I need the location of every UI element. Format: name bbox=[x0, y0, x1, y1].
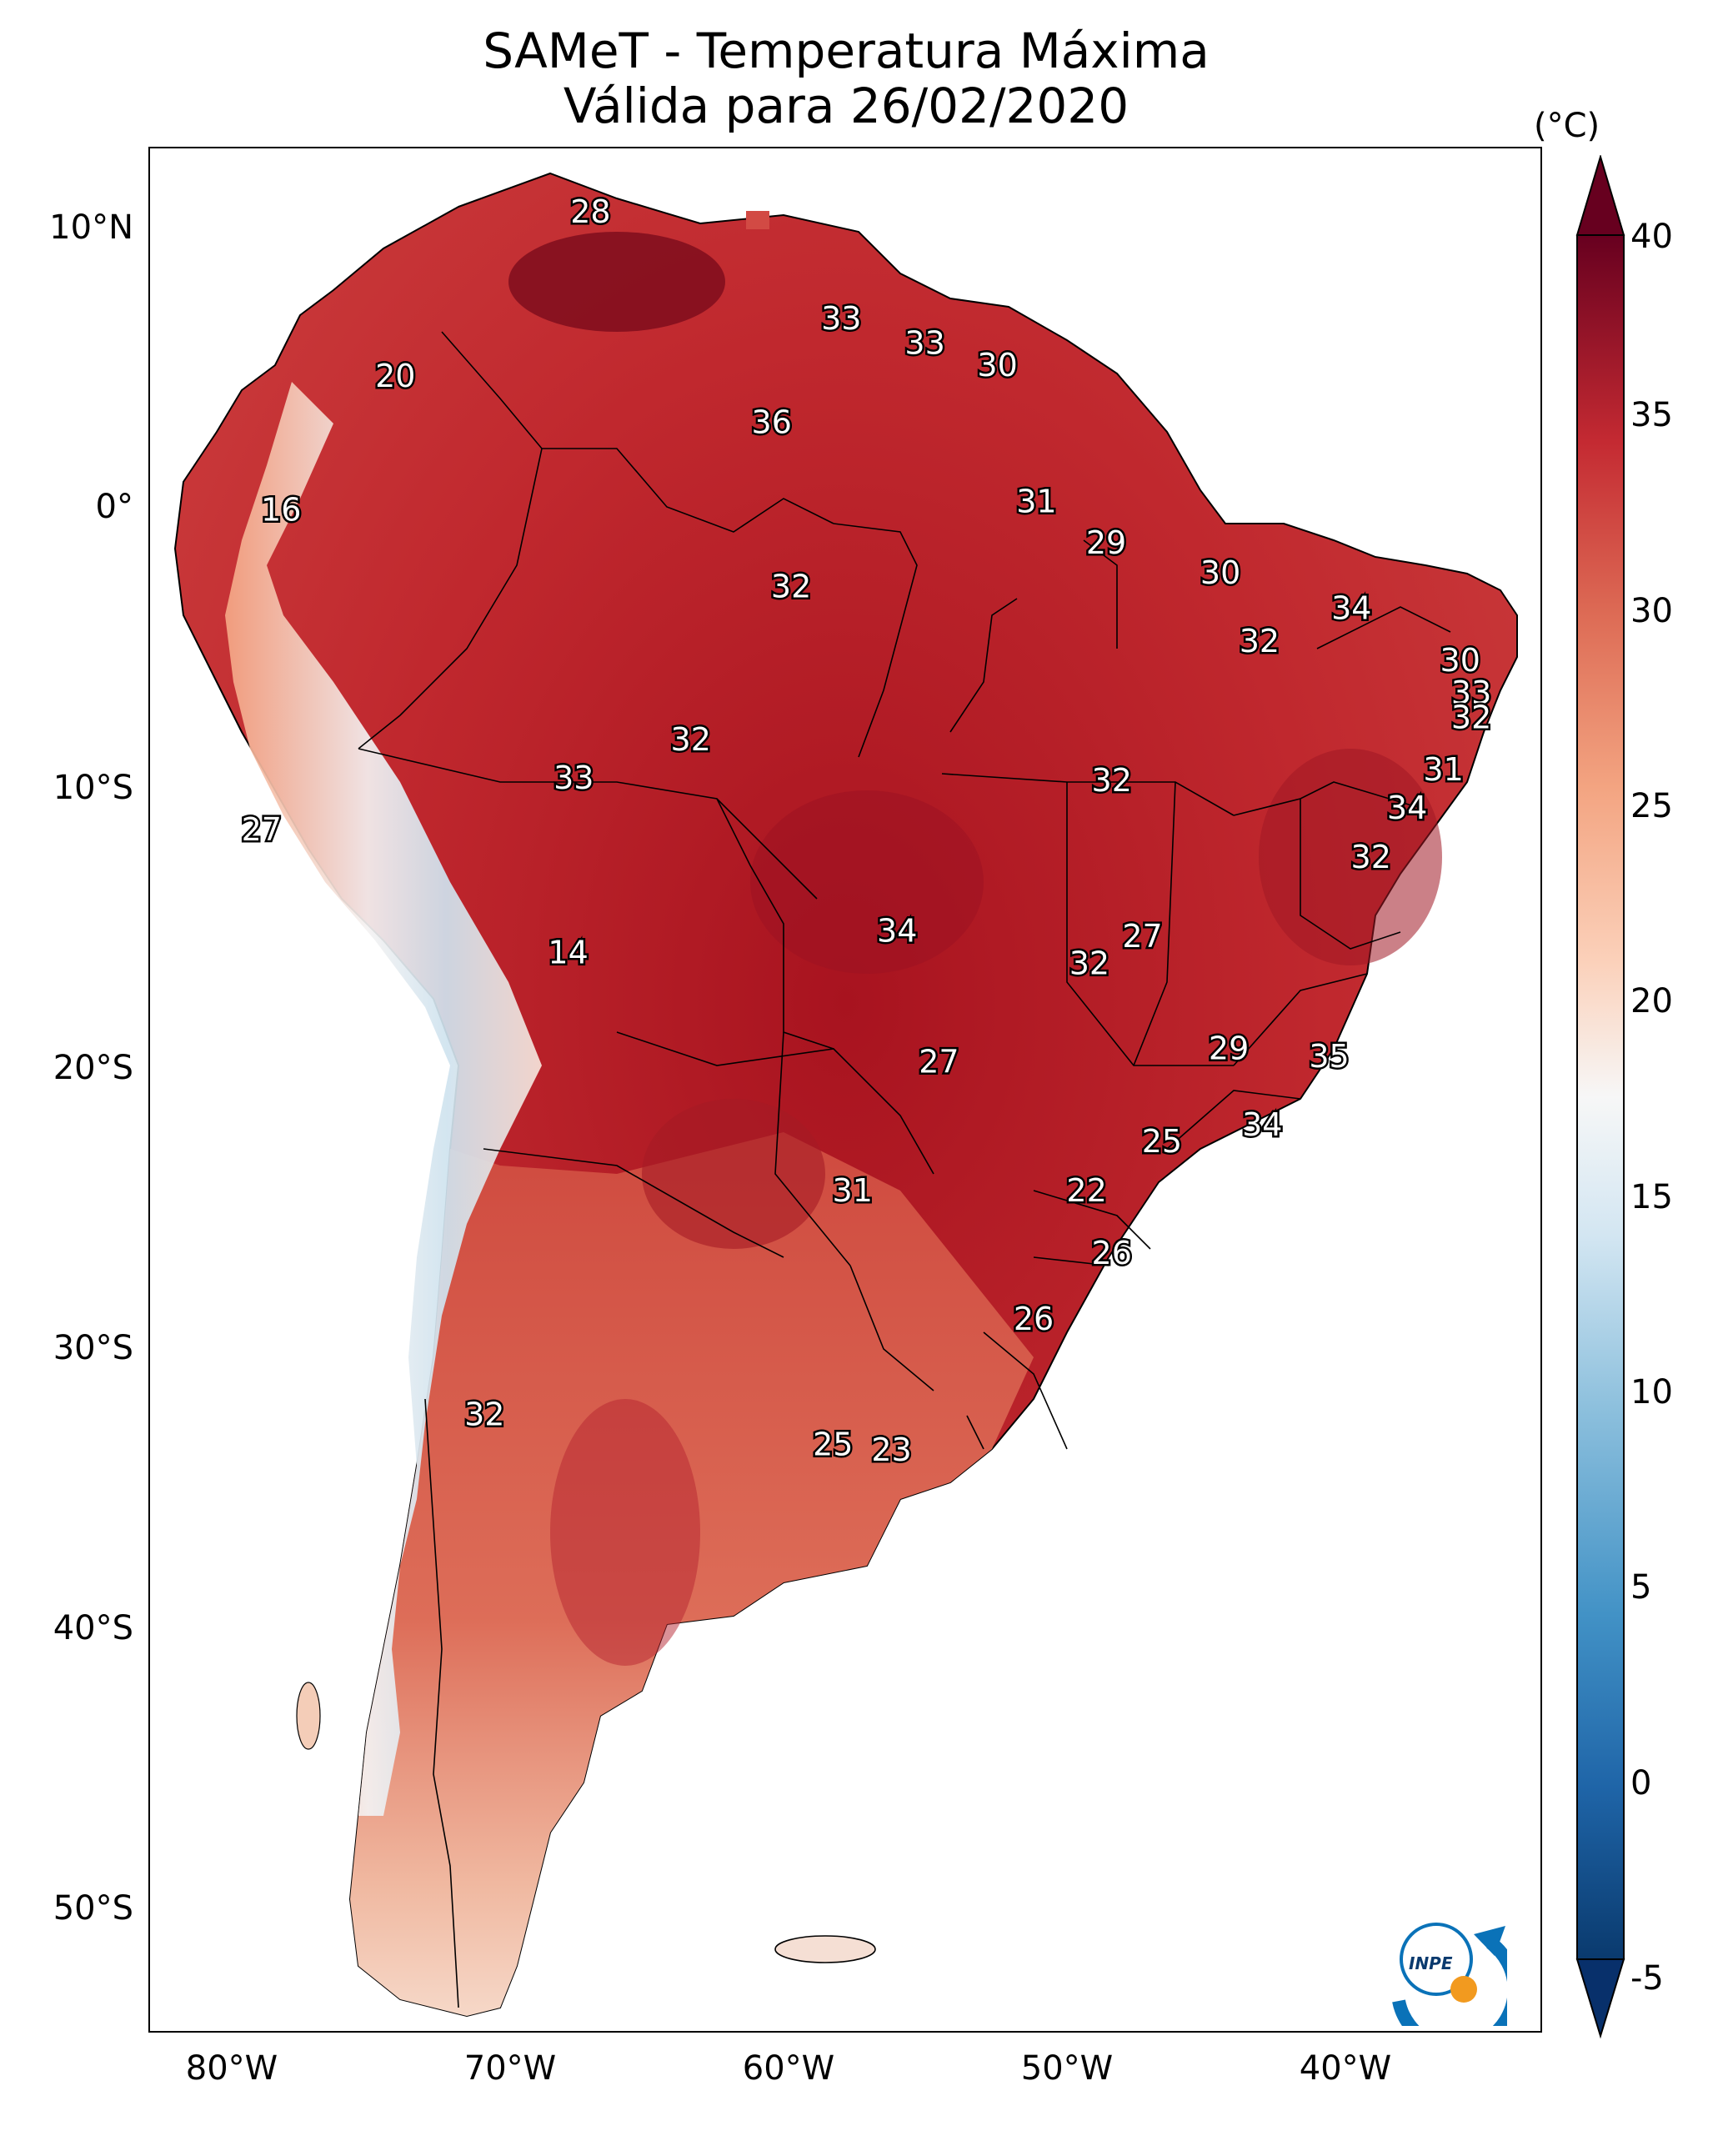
hotspot-northeast bbox=[1259, 749, 1442, 965]
hotspot-venezuela bbox=[508, 232, 725, 332]
colorbar bbox=[1575, 155, 1625, 2039]
lon-label-80w: 80°W bbox=[185, 2049, 278, 2088]
value-label-27: 29 bbox=[1209, 1030, 1249, 1066]
value-label-4: 33 bbox=[904, 325, 944, 362]
colorbar-unit: (°C) bbox=[1534, 107, 1600, 145]
value-label-5: 30 bbox=[977, 347, 1017, 384]
colorbar-tick-5: 5 bbox=[1630, 1568, 1652, 1607]
lat-label-40s: 40°S bbox=[53, 1609, 133, 1647]
colorbar-tick-30: 30 bbox=[1630, 592, 1673, 630]
colorbar-bottom-extension bbox=[1575, 1958, 1625, 2039]
chiloe-island bbox=[296, 1682, 321, 1750]
colorbar-tick-neg5: -5 bbox=[1630, 1959, 1664, 1998]
hotspot-central-brazil bbox=[750, 790, 984, 974]
value-label-18: 33 bbox=[553, 760, 594, 796]
map-panel: 28 20 16 33 33 30 36 31 29 30 32 34 32 30 33 32 32 31 33 32… bbox=[148, 147, 1542, 2033]
value-label-28: 35 bbox=[1309, 1038, 1349, 1075]
value-label-29: 27 bbox=[919, 1044, 959, 1081]
colorbar-tick-40: 40 bbox=[1630, 218, 1673, 256]
value-label-23: 34 bbox=[877, 912, 917, 949]
inpe-logo: INPE bbox=[1392, 1923, 1507, 2026]
colorbar-body bbox=[1576, 234, 1625, 1960]
value-label-0: 28 bbox=[570, 193, 610, 230]
hotspot-pampas bbox=[550, 1399, 700, 1666]
value-label-34: 26 bbox=[1092, 1235, 1132, 1271]
value-label-6: 36 bbox=[752, 404, 792, 441]
value-label-9: 30 bbox=[1200, 554, 1240, 591]
value-label-21: 27 bbox=[242, 811, 282, 848]
value-label-37: 25 bbox=[813, 1426, 853, 1463]
lon-label-40w: 40°W bbox=[1299, 2049, 1392, 2088]
colorbar-top-extension bbox=[1575, 155, 1625, 236]
title-line-2: Válida para 26/02/2020 bbox=[563, 78, 1129, 134]
map-title: SAMeT - Temperatura Máxima Válida para 2… bbox=[150, 23, 1542, 133]
value-label-32: 31 bbox=[833, 1172, 873, 1209]
lon-label-70w: 70°W bbox=[463, 2049, 557, 2088]
country-borders bbox=[358, 331, 1451, 2008]
value-label-2: 16 bbox=[261, 492, 301, 529]
andes-band bbox=[225, 382, 542, 1816]
value-label-14: 33 bbox=[1451, 674, 1491, 711]
value-label-38: 23 bbox=[871, 1431, 911, 1468]
value-label-30: 34 bbox=[1242, 1106, 1282, 1143]
lat-label-10n: 10°N bbox=[49, 208, 133, 247]
colorbar-tick-10: 10 bbox=[1630, 1373, 1673, 1411]
value-label-10: 32 bbox=[771, 568, 811, 604]
value-label-25: 14 bbox=[548, 935, 588, 971]
lat-label-20s: 20°S bbox=[53, 1049, 133, 1087]
value-label-17: 31 bbox=[1423, 751, 1463, 788]
value-label-15: 32 bbox=[1451, 699, 1491, 736]
value-label-16: 32 bbox=[671, 721, 711, 758]
value-label-11: 34 bbox=[1331, 590, 1371, 627]
value-label-3: 33 bbox=[821, 300, 861, 337]
lat-label-0: 0° bbox=[95, 488, 133, 526]
colorbar-tick-15: 15 bbox=[1630, 1178, 1673, 1216]
lat-label-50s: 50°S bbox=[53, 1889, 133, 1928]
value-label-24: 27 bbox=[1122, 918, 1162, 955]
lat-label-30s: 30°S bbox=[53, 1329, 133, 1367]
inpe-logo-text: INPE bbox=[1409, 1953, 1453, 1973]
lon-label-60w: 60°W bbox=[742, 2049, 835, 2088]
trinidad-island bbox=[746, 211, 769, 229]
lat-label-10s: 10°S bbox=[53, 769, 133, 807]
value-label-8: 29 bbox=[1086, 524, 1126, 561]
value-label-7: 31 bbox=[1016, 484, 1056, 520]
colorbar-tick-35: 35 bbox=[1630, 396, 1673, 434]
value-label-20: 34 bbox=[1387, 790, 1427, 826]
value-label-33: 22 bbox=[1066, 1172, 1106, 1209]
value-label-13: 30 bbox=[1440, 642, 1480, 679]
colorbar-tick-25: 25 bbox=[1630, 787, 1673, 825]
colorbar-tick-20: 20 bbox=[1630, 982, 1673, 1020]
value-label-22: 32 bbox=[1351, 839, 1391, 875]
lon-label-50w: 50°W bbox=[1020, 2049, 1114, 2088]
value-label-1: 20 bbox=[375, 358, 415, 394]
value-label-12: 32 bbox=[1240, 623, 1280, 659]
falkland-islands bbox=[774, 1935, 876, 1963]
value-label-19: 32 bbox=[1092, 762, 1132, 799]
title-line-1: SAMeT - Temperatura Máxima bbox=[483, 23, 1210, 79]
value-label-35: 26 bbox=[1014, 1301, 1054, 1337]
colorbar-tick-0: 0 bbox=[1630, 1764, 1652, 1803]
value-label-31: 25 bbox=[1142, 1123, 1182, 1160]
value-label-26: 32 bbox=[1069, 945, 1109, 982]
hotspot-chaco bbox=[642, 1099, 825, 1249]
value-label-36: 32 bbox=[464, 1396, 504, 1433]
